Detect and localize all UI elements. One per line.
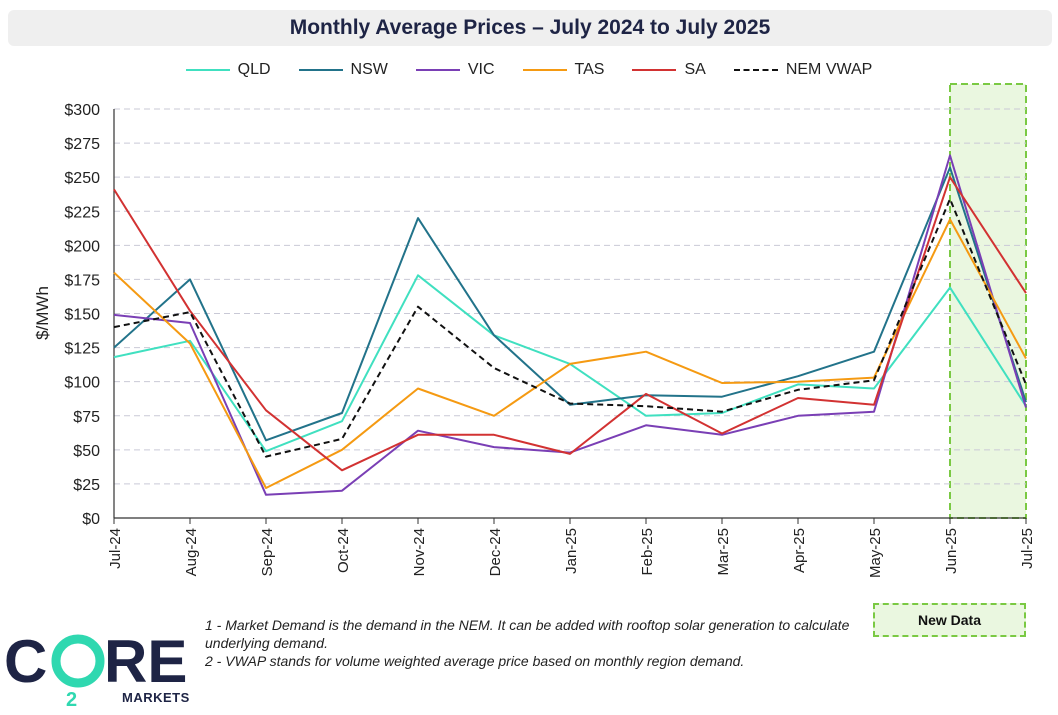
footnote-2: 2 - VWAP stands for volume weighted aver…	[205, 653, 745, 669]
y-tick-label: $225	[64, 204, 100, 221]
legend-item-nsw: NSW	[298, 61, 388, 79]
legend-label: VIC	[467, 61, 495, 78]
y-tick-label: $200	[64, 238, 100, 255]
y-tick-label: $100	[64, 375, 100, 392]
legend-item-sa: SA	[632, 61, 706, 79]
legend-item-tas: TAS	[522, 61, 605, 79]
y-tick-label: $250	[64, 170, 100, 187]
x-tick-label: Jun-25	[943, 528, 960, 574]
x-tick-label: Jul-25	[1019, 528, 1036, 569]
series-line-nsw	[113, 166, 1027, 442]
core-markets-logo: C 2 RE MARKETS	[4, 626, 194, 711]
legend-label: NSW	[350, 61, 388, 78]
y-tick-label: $50	[73, 443, 100, 460]
y-tick-label: $125	[64, 341, 100, 358]
legend-item-nem-vwap: NEM VWAP	[733, 61, 873, 79]
footnotes: 1 - Market Demand is the demand in the N…	[205, 616, 865, 670]
x-tick-label: Nov-24	[411, 528, 428, 576]
y-tick-label: $0	[82, 511, 100, 528]
logo-subtext: MARKETS	[122, 690, 190, 705]
chart-title-bar: Monthly Average Prices – July 2024 to Ju…	[8, 10, 1052, 46]
chart-title: Monthly Average Prices – July 2024 to Ju…	[289, 16, 771, 39]
new-data-highlight-region	[949, 83, 1027, 519]
x-tick-label: Sep-24	[259, 528, 276, 576]
series-line-nem-vwap	[113, 198, 1027, 458]
footnote-1: 1 - Market Demand is the demand in the N…	[205, 617, 850, 651]
legend-label: SA	[684, 61, 706, 78]
legend-swatch	[522, 69, 567, 71]
legend-item-vic: VIC	[415, 61, 495, 79]
chart-legend: QLD NSW VIC TAS SA NEM VWAP	[0, 58, 1058, 82]
svg-text:RE: RE	[104, 628, 187, 695]
new-data-label: New Data	[917, 612, 982, 628]
legend-swatch	[632, 69, 677, 71]
y-tick-label: $75	[73, 409, 100, 426]
svg-text:C: C	[4, 628, 47, 695]
x-tick-label: Feb-25	[639, 528, 656, 576]
series-line-sa	[113, 176, 1027, 472]
y-tick-label: $300	[64, 102, 100, 119]
logo-graphic: C 2 RE	[4, 628, 187, 711]
x-tick-label: Mar-25	[715, 528, 732, 576]
x-tick-label: May-25	[867, 528, 884, 578]
y-tick-label: $25	[73, 477, 100, 494]
y-tick-label: $275	[64, 136, 100, 153]
new-data-legend-box: New Data	[873, 603, 1026, 637]
x-tick-label: Apr-25	[791, 528, 808, 573]
x-tick-label: Aug-24	[183, 528, 200, 576]
svg-text:2: 2	[66, 689, 77, 710]
legend-item-qld: QLD	[185, 61, 271, 79]
y-tick-label: $150	[64, 307, 100, 324]
series-line-vic	[113, 154, 1027, 496]
legend-label: TAS	[574, 61, 605, 78]
legend-label: NEM VWAP	[785, 61, 873, 78]
legend-swatch	[298, 69, 343, 71]
y-axis-label: $/MWh	[33, 286, 52, 340]
x-tick-label: Jul-24	[107, 528, 124, 569]
y-tick-label: $175	[64, 272, 100, 289]
x-tick-label: Dec-24	[487, 528, 504, 576]
legend-swatch	[415, 69, 460, 71]
x-tick-label: Jan-25	[563, 528, 580, 574]
x-tick-label: Oct-24	[335, 528, 352, 573]
legend-swatch	[733, 69, 778, 71]
legend-swatch	[185, 69, 230, 71]
series-line-tas	[113, 218, 1027, 489]
line-chart: $0 $25 $50 $75 $100 $125 $150 $175 $200 $225 $250 $…	[33, 83, 1036, 578]
legend-label: QLD	[237, 61, 271, 78]
